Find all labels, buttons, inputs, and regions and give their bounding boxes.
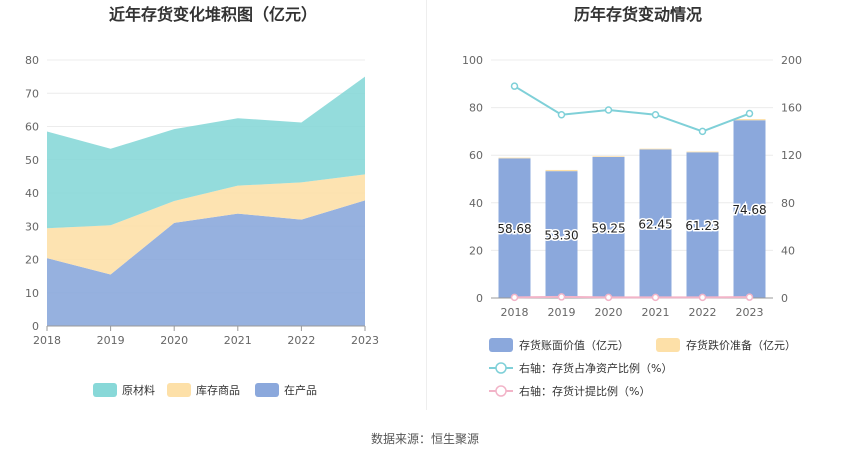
bar-series-0 <box>733 120 766 298</box>
bar-series-0 <box>639 149 672 298</box>
left-x-tick-label: 2019 <box>97 334 125 347</box>
right-y-tick-label: 80 <box>469 102 483 115</box>
line-point-0 <box>557 110 566 119</box>
line-point-1 <box>745 293 754 301</box>
right-x-tick-label: 2021 <box>642 306 670 319</box>
right-legend-label: 右轴：存货占净资产比例（%） <box>519 361 672 375</box>
line-point-1 <box>510 293 519 302</box>
right-legend-marker <box>495 362 507 374</box>
left-x-tick-label: 2018 <box>33 334 61 347</box>
line-point-0 <box>510 82 519 90</box>
left-legend-swatch <box>255 383 279 397</box>
line-series-0 <box>513 85 750 133</box>
right-x-tick-label: 2022 <box>689 306 717 319</box>
left-stacked-area-chart: 近年存货变化堆积图（亿元） 0 10 20 30 40 50 60 70 80 2018 2019 20… <box>25 5 379 397</box>
line-point-0 <box>698 127 707 136</box>
bar-data-label: 58.68 <box>497 222 531 236</box>
line-point-0 <box>604 106 613 114</box>
right-x-tick-label: 2018 <box>501 306 529 319</box>
line-point-1 <box>604 293 613 302</box>
area-series-0 <box>47 200 365 326</box>
left-x-tick-label: 2023 <box>351 334 379 347</box>
data-source-note: 数据来源：恒生聚源 <box>370 432 479 446</box>
area-series-1 <box>47 174 365 275</box>
left-y-tick-label: 10 <box>25 287 39 300</box>
left-x-tick-label: 2021 <box>224 334 252 347</box>
right-legend-marker <box>495 385 507 397</box>
right-legend-swatch <box>489 338 513 352</box>
right-chart-title: 历年存货变动情况 <box>574 5 702 24</box>
bar-series-1 <box>733 119 766 121</box>
right-legend-label: 存货跌价准备（亿元） <box>686 338 796 352</box>
line-point-1 <box>557 293 566 301</box>
bar-series-1 <box>498 157 531 159</box>
right-legend-swatch <box>656 338 680 352</box>
right-legend-label: 右轴：存货计提比例（%） <box>519 384 650 398</box>
left-x-tick-label: 2020 <box>160 334 188 347</box>
right-y-tick-label: 60 <box>469 149 483 162</box>
line-point-0 <box>651 110 660 119</box>
left-y-tick-label: 40 <box>25 187 39 200</box>
left-legend-label: 原材料 <box>122 383 155 397</box>
left-y-tick-label: 50 <box>25 154 39 167</box>
panel-divider <box>426 0 427 410</box>
right-y2-tick-label: 160 <box>781 102 802 115</box>
bar-series-0 <box>592 156 625 298</box>
right-x-tick-label: 2023 <box>736 306 764 319</box>
left-legend-label: 在产品 <box>284 383 317 397</box>
area-series-2 <box>47 76 365 229</box>
left-y-tick-label: 60 <box>25 121 39 134</box>
left-chart-title: 近年存货变化堆积图（亿元） <box>109 5 317 24</box>
left-y-tick-label: 0 <box>32 320 39 333</box>
left-y-tick-label: 70 <box>25 87 39 100</box>
right-y2-tick-label: 120 <box>781 149 802 162</box>
bar-data-label: 59.25 <box>591 221 625 235</box>
bar-series-1 <box>639 148 672 150</box>
left-y-tick-label: 80 <box>25 54 39 67</box>
right-y2-tick-label: 0 <box>781 292 788 305</box>
right-y-tick-label: 40 <box>469 197 483 210</box>
line-point-0 <box>745 109 754 118</box>
right-y2-tick-label: 40 <box>781 244 795 257</box>
right-y2-tick-label: 200 <box>781 54 802 67</box>
left-x-tick-label: 2022 <box>287 334 315 347</box>
left-y-tick-label: 20 <box>25 254 39 267</box>
right-legend-label: 存货账面价值（亿元） <box>519 338 629 352</box>
bar-series-0 <box>545 171 578 298</box>
bar-series-1 <box>592 156 625 157</box>
bar-data-label: 62.45 <box>638 218 672 232</box>
bar-series-0 <box>498 158 531 298</box>
bar-data-label: 53.30 <box>544 229 578 243</box>
bar-series-0 <box>686 152 719 298</box>
left-y-tick-label: 30 <box>25 220 39 233</box>
right-y2-tick-label: 80 <box>781 197 795 210</box>
bar-series-1 <box>545 169 578 172</box>
bar-data-label: 61.23 <box>685 219 719 233</box>
line-point-1 <box>651 293 660 302</box>
left-legend-label: 库存商品 <box>196 383 240 397</box>
right-y-tick-label: 100 <box>462 54 483 67</box>
right-x-tick-label: 2020 <box>595 306 623 319</box>
line-point-1 <box>698 293 707 302</box>
right-y-tick-label: 20 <box>469 244 483 257</box>
right-x-tick-label: 2019 <box>548 306 576 319</box>
bar-data-label: 74.68 <box>732 203 766 217</box>
right-y-tick-label: 0 <box>476 292 483 305</box>
left-legend-swatch <box>167 383 191 397</box>
bar-series-1 <box>686 151 719 153</box>
left-legend-swatch <box>93 383 117 397</box>
